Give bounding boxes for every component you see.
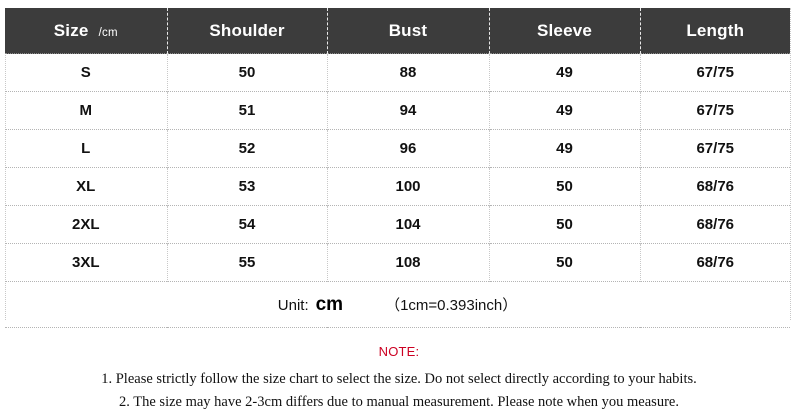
table-header-row: Size /cm Shoulder Bust Sleeve Length [5,8,790,54]
table-right-border [790,8,791,320]
note-line-2: 2. The size may have 2-3cm differs due t… [119,394,679,410]
cell-sleeve: 49 [489,129,641,168]
cell-shoulder: 54 [167,205,328,244]
note-line-1: 1. Please strictly follow the size chart… [101,371,697,387]
unit-cell: Unit: cm （1cm=0.393inch） [5,281,790,328]
cell-shoulder: 51 [167,91,328,130]
cell-length: 67/75 [640,53,790,92]
cell-sleeve: 50 [489,167,641,206]
unit-conversion: （1cm=0.393inch） [385,296,518,314]
cell-sleeve: 50 [489,243,641,282]
unit-row: Unit: cm （1cm=0.393inch） [5,281,790,328]
cell-length: 68/76 [640,205,790,244]
cell-bust: 88 [327,53,490,92]
cell-bust: 108 [327,243,490,282]
cell-bust: 100 [327,167,490,206]
unit-value: cm [315,293,344,315]
column-header-sleeve: Sleeve [489,8,641,54]
cell-bust: 104 [327,205,490,244]
cell-size: S [5,53,168,92]
table-row: 3XL 55 108 50 68/76 [5,243,790,282]
table-row: S 50 88 49 67/75 [5,53,790,92]
cell-size: 3XL [5,243,168,282]
cell-sleeve: 50 [489,205,641,244]
size-chart-table: Size /cm Shoulder Bust Sleeve Length S 5… [5,8,790,328]
cell-length: 67/75 [640,91,790,130]
cell-length: 67/75 [640,129,790,168]
cell-sleeve: 49 [489,91,641,130]
column-header-size-unit: /cm [98,26,118,39]
table-row: L 52 96 49 67/75 [5,129,790,168]
cell-shoulder: 50 [167,53,328,92]
cell-length: 68/76 [640,243,790,282]
cell-size: M [5,91,168,130]
cell-size: XL [5,167,168,206]
note-title: NOTE: [378,344,420,359]
cell-bust: 94 [327,91,490,130]
cell-shoulder: 55 [167,243,328,282]
cell-shoulder: 53 [167,167,328,206]
unit-label: Unit: [277,296,309,314]
column-header-size-label: Size [53,20,89,40]
table-row: M 51 94 49 67/75 [5,91,790,130]
cell-sleeve: 49 [489,53,641,92]
cell-size: 2XL [5,205,168,244]
cell-bust: 96 [327,129,490,168]
column-header-shoulder: Shoulder [167,8,328,54]
cell-shoulder: 52 [167,129,328,168]
column-header-bust: Bust [327,8,490,54]
column-header-length: Length [640,8,790,54]
cell-length: 68/76 [640,167,790,206]
table-row: 2XL 54 104 50 68/76 [5,205,790,244]
column-header-size: Size /cm [5,8,168,54]
table-row: XL 53 100 50 68/76 [5,167,790,206]
cell-size: L [5,129,168,168]
